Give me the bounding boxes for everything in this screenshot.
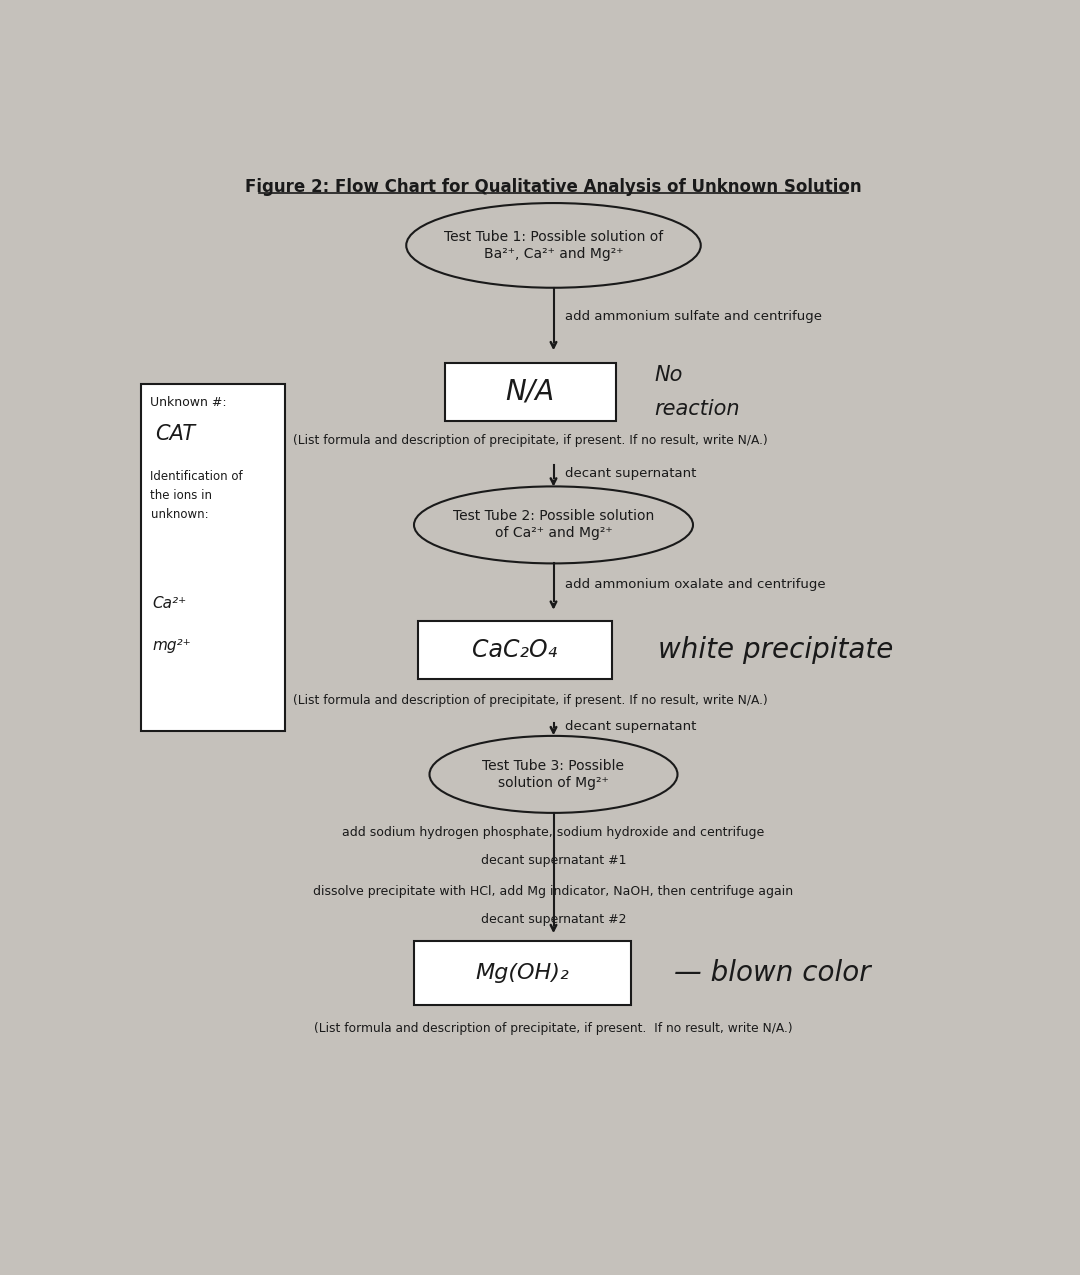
Text: CAT: CAT xyxy=(156,425,195,444)
Text: of Ca²⁺ and Mg²⁺: of Ca²⁺ and Mg²⁺ xyxy=(495,527,612,541)
Text: add sodium hydrogen phosphate, sodium hydroxide and centrifuge: add sodium hydrogen phosphate, sodium hy… xyxy=(342,826,765,839)
Text: (List formula and description of precipitate, if present. If no result, write N/: (List formula and description of precipi… xyxy=(293,434,768,448)
Text: Mg(OH)₂: Mg(OH)₂ xyxy=(475,963,569,983)
Text: add ammonium oxalate and centrifuge: add ammonium oxalate and centrifuge xyxy=(565,578,826,590)
Text: solution of Mg²⁺: solution of Mg²⁺ xyxy=(498,776,609,789)
Text: (List formula and description of precipitate, if present.  If no result, write N: (List formula and description of precipi… xyxy=(314,1021,793,1034)
Text: decant supernatant: decant supernatant xyxy=(565,720,697,733)
Text: decant supernatant: decant supernatant xyxy=(565,467,697,479)
Text: Test Tube 1: Possible solution of: Test Tube 1: Possible solution of xyxy=(444,230,663,244)
Text: Figure 2: Flow Chart for Qualitative Analysis of Unknown Solution: Figure 2: Flow Chart for Qualitative Ana… xyxy=(245,179,862,196)
Text: Ba²⁺, Ca²⁺ and Mg²⁺: Ba²⁺, Ca²⁺ and Mg²⁺ xyxy=(484,247,623,261)
Text: No: No xyxy=(654,365,683,385)
Text: Identification of
the ions in
unknown:: Identification of the ions in unknown: xyxy=(150,470,243,521)
FancyBboxPatch shape xyxy=(445,363,616,421)
Text: Ca²⁺: Ca²⁺ xyxy=(153,595,187,611)
Text: — blown color: — blown color xyxy=(674,959,870,987)
Text: Unknown #:: Unknown #: xyxy=(150,395,227,408)
Text: N/A: N/A xyxy=(505,377,555,405)
Text: decant supernatant #2: decant supernatant #2 xyxy=(481,913,626,926)
FancyBboxPatch shape xyxy=(418,621,611,678)
Text: Test Tube 3: Possible: Test Tube 3: Possible xyxy=(483,759,624,773)
FancyBboxPatch shape xyxy=(414,941,631,1005)
Text: (List formula and description of precipitate, if present. If no result, write N/: (List formula and description of precipi… xyxy=(293,694,768,706)
Text: dissolve precipitate with HCl, add Mg indicator, NaOH, then centrifuge again: dissolve precipitate with HCl, add Mg in… xyxy=(313,885,794,898)
Text: mg²⁺: mg²⁺ xyxy=(153,638,191,653)
FancyBboxPatch shape xyxy=(141,384,284,731)
Text: CaC₂O₄: CaC₂O₄ xyxy=(472,638,557,662)
Text: Test Tube 2: Possible solution: Test Tube 2: Possible solution xyxy=(453,510,654,524)
Text: white precipitate: white precipitate xyxy=(658,636,893,664)
Text: add ammonium sulfate and centrifuge: add ammonium sulfate and centrifuge xyxy=(565,310,822,323)
Text: decant supernatant #1: decant supernatant #1 xyxy=(481,854,626,867)
Text: reaction: reaction xyxy=(654,399,740,418)
